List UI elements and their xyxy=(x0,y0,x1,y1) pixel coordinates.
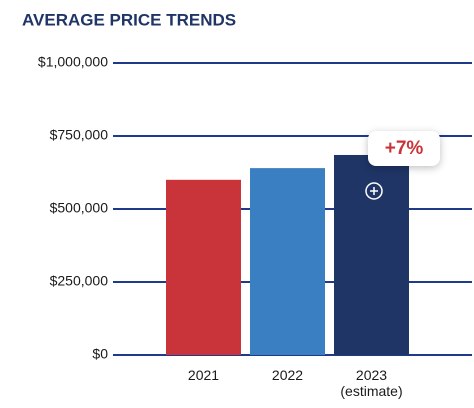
y-tick-label: $1,000,000 xyxy=(38,54,108,70)
y-tick-label: $500,000 xyxy=(50,200,109,216)
x-tick-label: 2021 xyxy=(187,367,220,383)
plus-icon xyxy=(365,182,383,200)
chart-title: AVERAGE PRICE TRENDS xyxy=(22,10,236,29)
bar xyxy=(250,168,325,355)
annotation: +7% xyxy=(368,131,440,166)
y-tick-label: $250,000 xyxy=(50,273,109,289)
y-tick-label: $0 xyxy=(92,346,108,362)
y-tick-label: $750,000 xyxy=(50,127,109,143)
bar xyxy=(166,179,241,355)
x-tick-label: 2022 xyxy=(271,367,304,383)
bar xyxy=(334,154,409,355)
x-tick-label: 2023 (estimate) xyxy=(340,367,403,399)
